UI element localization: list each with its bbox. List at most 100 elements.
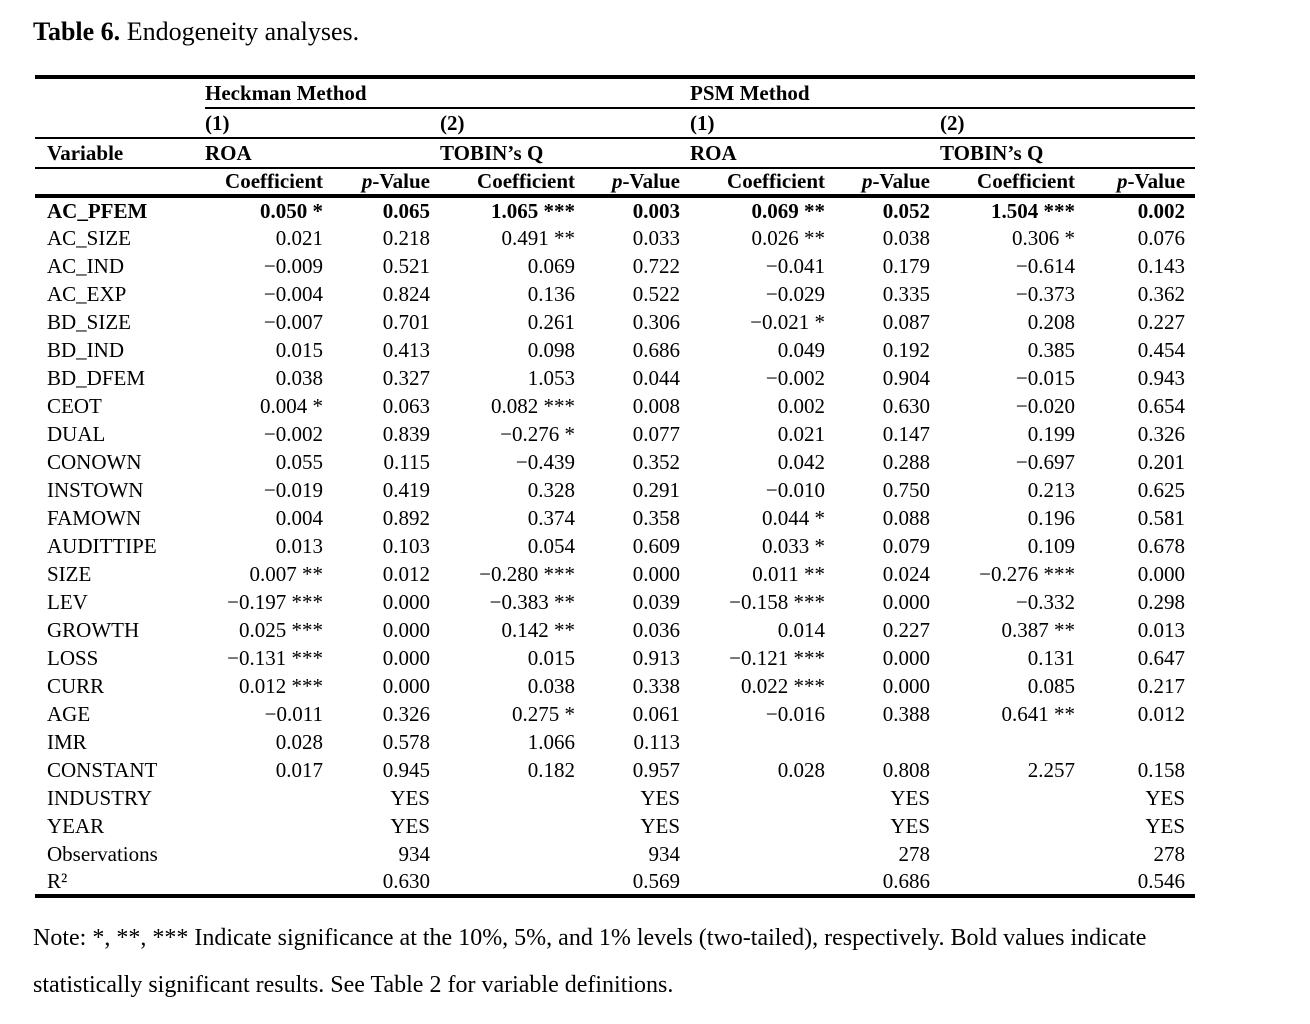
variable-label: INSTOWN xyxy=(47,477,144,502)
value-cell: 0.038 xyxy=(882,225,931,250)
value-cell: 0.044 xyxy=(632,365,681,390)
table-caption: Table 6. Endogeneity analyses. xyxy=(33,16,359,48)
value-cell: 1.066 xyxy=(527,729,575,754)
value-cell: 0.388 xyxy=(882,701,931,726)
value-cell: 0.000 xyxy=(632,561,681,586)
value-cell: 0.077 xyxy=(632,421,681,446)
value-cell: 0.026 ** xyxy=(751,225,826,250)
value-cell: 0.088 xyxy=(882,505,931,530)
value-cell: 0.049 xyxy=(777,337,826,362)
spacer-cell xyxy=(35,75,205,108)
table-row: LEV −0.197 *** 0.000 −0.383 ** 0.039 −0.158 *… xyxy=(35,588,1195,616)
value-cell: 0.722 xyxy=(632,253,681,278)
variable-label: FAMOWN xyxy=(47,505,142,530)
table-row: AC_IND −0.009 0.521 0.069 0.722 −0.041 0.179 −0… xyxy=(35,252,1195,280)
value-cell: 0.069 ** xyxy=(751,198,826,223)
value-cell: 0.131 xyxy=(1027,645,1076,670)
variable-label: BD_DFEM xyxy=(47,365,146,390)
p-rest: -Value xyxy=(872,169,931,193)
value-cell: 0.015 xyxy=(527,645,575,670)
value-cell xyxy=(205,812,333,840)
variable-label: R² xyxy=(35,868,205,898)
value-cell: −0.373 xyxy=(1015,281,1076,306)
value-cell: 0.179 xyxy=(882,253,931,278)
p-value-header: p-Value xyxy=(585,168,691,198)
model-number: (2) xyxy=(940,108,1196,139)
value-cell: −0.383 ** xyxy=(489,589,575,614)
value-cell: 0.038 xyxy=(527,673,575,698)
variable-label: AC_IND xyxy=(47,253,124,278)
value-cell: 278 xyxy=(898,841,931,866)
p-rest: -Value xyxy=(1127,169,1186,193)
variable-header: Variable xyxy=(35,138,205,169)
table-body: AC_PFEM 0.050 * 0.065 1.065 *** 0.003 0.069 *… xyxy=(35,196,1196,898)
value-cell: −0.332 xyxy=(1015,589,1076,614)
model-number: (2) xyxy=(440,108,691,139)
table-caption-text: Endogeneity analyses. xyxy=(120,17,360,46)
value-cell: −0.197 *** xyxy=(227,589,323,614)
table-row: YEAR YES YES YES YES xyxy=(35,812,1195,840)
dv-header: TOBIN’s Q xyxy=(440,138,691,169)
value-cell xyxy=(440,784,585,812)
value-cell: 0.298 xyxy=(1137,589,1186,614)
value-cell: YES xyxy=(390,813,430,838)
value-cell: 0.044 * xyxy=(762,505,826,530)
value-cell: 0.042 xyxy=(777,449,826,474)
value-cell: 0.387 ** xyxy=(1001,617,1076,642)
value-cell: 0.291 xyxy=(632,477,681,502)
value-cell: 0.419 xyxy=(382,477,430,502)
table-row: DUAL −0.002 0.839 −0.276 * 0.077 0.021 0.147 0.… xyxy=(35,420,1195,448)
p-italic: p xyxy=(861,169,873,193)
value-cell: 0.686 xyxy=(835,868,941,898)
table-row: INSTOWN −0.019 0.419 0.328 0.291 −0.010 0.750 0… xyxy=(35,476,1195,504)
value-cell: 0.061 xyxy=(632,701,681,726)
method-header-psm: PSM Method xyxy=(690,75,1196,109)
table-caption-number: Table 6. xyxy=(33,17,121,46)
value-cell xyxy=(690,784,835,812)
p-rest: -Value xyxy=(372,169,430,193)
value-cell: −0.002 xyxy=(263,421,323,446)
value-cell: 0.033 xyxy=(632,225,681,250)
value-cell: 0.491 ** xyxy=(501,225,576,250)
value-cell: 0.000 xyxy=(382,673,430,698)
table-note: Note: *, **, *** Indicate significance a… xyxy=(33,915,1285,1009)
table-row: SIZE 0.007 ** 0.012 −0.280 *** 0.000 0.011 **… xyxy=(35,560,1195,588)
value-cell: 0.374 xyxy=(527,505,575,530)
value-cell: 0.036 xyxy=(632,617,681,642)
value-cell: 0.578 xyxy=(382,729,430,754)
value-cell: YES xyxy=(640,813,681,838)
p-italic: p xyxy=(611,169,623,193)
variable-label: CONSTANT xyxy=(47,757,158,782)
value-cell xyxy=(940,728,1085,756)
value-cell: −0.019 xyxy=(263,477,323,502)
value-cell xyxy=(835,728,940,756)
table-note-line1: Note: *, **, *** Indicate significance a… xyxy=(33,925,1147,951)
variable-label: DUAL xyxy=(47,421,106,446)
value-cell: 0.003 xyxy=(632,198,681,223)
value-cell: 0.630 xyxy=(333,868,440,898)
value-cell: 0.011 ** xyxy=(752,561,826,586)
value-cell: 0.581 xyxy=(1137,505,1186,530)
variable-label: AUDITTIPE xyxy=(47,533,157,558)
variable-label: Observations xyxy=(47,841,158,866)
variable-label: INDUSTRY xyxy=(47,785,153,810)
value-cell: 0.000 xyxy=(882,673,931,698)
spacer-cell xyxy=(35,168,205,198)
variable-label: GROWTH xyxy=(47,617,140,642)
value-cell: −0.021 * xyxy=(750,309,826,334)
value-cell: 0.142 ** xyxy=(501,617,576,642)
value-cell: 0.327 xyxy=(382,365,430,390)
value-cell: 0.000 xyxy=(382,645,430,670)
variable-label: LOSS xyxy=(47,645,99,670)
variable-label: BD_IND xyxy=(47,337,124,362)
value-cell: 0.007 ** xyxy=(249,561,324,586)
value-cell: 0.641 ** xyxy=(1001,701,1076,726)
variable-label: AC_PFEM xyxy=(47,198,148,223)
variable-label: SIZE xyxy=(47,561,92,586)
value-cell: 0.892 xyxy=(382,505,430,530)
value-cell: 0.647 xyxy=(1137,645,1186,670)
value-cell: 0.362 xyxy=(1137,281,1186,306)
value-cell: 0.454 xyxy=(1137,337,1186,362)
value-cell: −0.029 xyxy=(765,281,826,306)
value-cell: 0.957 xyxy=(632,757,681,782)
